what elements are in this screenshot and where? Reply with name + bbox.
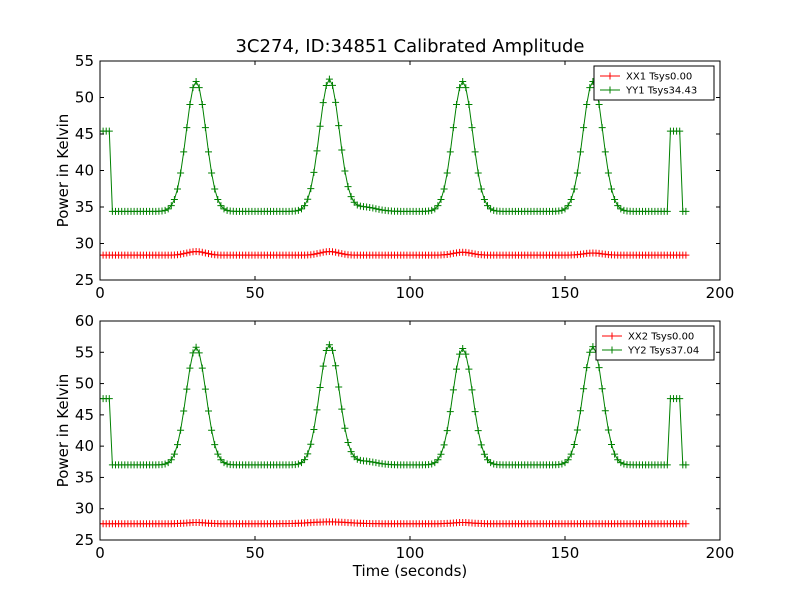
y-tick-label: 50 <box>75 89 94 107</box>
x-tick-label: 150 <box>551 284 580 302</box>
legend-label: XX2 Tsys0.00 <box>628 332 694 343</box>
x-tick-label: 150 <box>551 544 580 562</box>
legend-label: XX1 Tsys0.00 <box>626 72 692 83</box>
legend-item-2: YY1 Tsys34.43 <box>600 86 697 97</box>
legend-box <box>595 325 715 361</box>
x-tick-label: 200 <box>706 284 735 302</box>
y-tick-label: 50 <box>75 375 94 393</box>
chart-panel-2: 0 50 100 150 200 25 30 35 40 45 50 55 60 Power in Kel… <box>54 312 734 580</box>
y-tick-label: 35 <box>75 468 94 486</box>
legend-item-1: XX2 Tsys0.00 <box>602 332 694 343</box>
x-tick-label: 0 <box>95 284 105 302</box>
legend-marker <box>608 346 616 354</box>
y-axis-label: Power in Kelvin <box>54 114 72 228</box>
x-tick-label: 50 <box>245 284 264 302</box>
x-tick-label: 50 <box>245 544 264 562</box>
series-2 <box>100 341 690 469</box>
plot-area <box>100 341 690 528</box>
y-tick-label: 35 <box>75 198 94 216</box>
y-tick-label: 45 <box>75 125 94 143</box>
series-2 <box>100 75 690 215</box>
y-tick-label: 55 <box>75 52 94 70</box>
legend: XX2 Tsys0.00 YY2 Tsys37.04 <box>595 325 715 361</box>
legend-marker <box>606 72 614 80</box>
x-tick-label: 200 <box>706 544 735 562</box>
x-tick-label: 100 <box>396 544 425 562</box>
series-1 <box>100 518 690 528</box>
y-tick-label: 25 <box>75 271 94 289</box>
y-tick-label: 30 <box>75 500 94 518</box>
y-tick-label: 40 <box>75 162 94 180</box>
y-tick-label: 45 <box>75 406 94 424</box>
y-tick-label: 60 <box>75 312 94 330</box>
legend-item-1: XX1 Tsys0.00 <box>600 72 692 83</box>
chart-panel-1: 0 50 100 150 200 25 30 35 40 45 50 55 Power in Kelvi… <box>54 52 734 302</box>
series-markers <box>100 248 690 259</box>
x-tick-label: 0 <box>95 544 105 562</box>
series-1 <box>100 248 690 259</box>
series-markers <box>100 341 690 469</box>
plot-area <box>100 75 690 259</box>
chart-title: 3C274, ID:34851 Calibrated Amplitude <box>235 36 584 57</box>
y-tick-label: 40 <box>75 437 94 455</box>
series-markers <box>100 518 690 528</box>
legend-marker <box>606 86 614 94</box>
legend: XX1 Tsys0.00 YY1 Tsys34.43 <box>593 65 715 101</box>
series-markers <box>100 75 690 215</box>
legend-label: YY1 Tsys34.43 <box>625 86 697 97</box>
legend-item-2: YY2 Tsys37.04 <box>602 346 699 357</box>
x-axis-label: Time (seconds) <box>352 562 468 580</box>
series-line <box>100 343 686 466</box>
x-tick-label: 100 <box>396 284 425 302</box>
legend-label: YY2 Tsys37.04 <box>627 346 699 357</box>
y-tick-label: 30 <box>75 235 94 253</box>
y-tick-label: 25 <box>75 531 94 549</box>
y-axis-label: Power in Kelvin <box>54 374 72 488</box>
legend-box <box>593 65 715 101</box>
legend-marker <box>608 332 616 340</box>
y-tick-label: 55 <box>75 343 94 361</box>
